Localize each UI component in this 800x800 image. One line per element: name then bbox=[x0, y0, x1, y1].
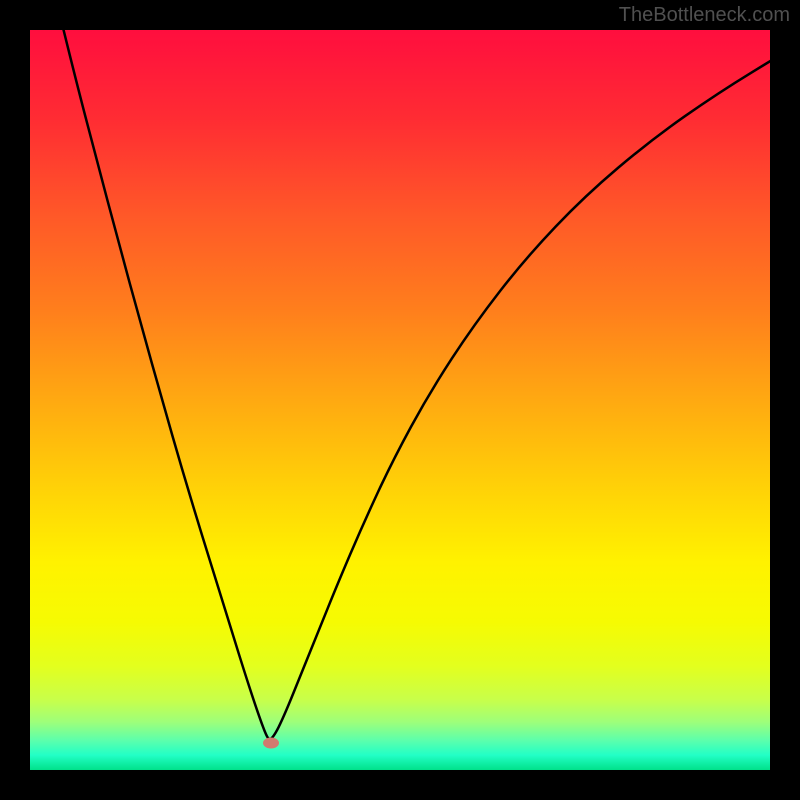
chart-area bbox=[30, 30, 770, 770]
bottleneck-curve bbox=[30, 30, 770, 770]
minimum-marker bbox=[263, 737, 279, 748]
watermark-text: TheBottleneck.com bbox=[619, 4, 790, 27]
